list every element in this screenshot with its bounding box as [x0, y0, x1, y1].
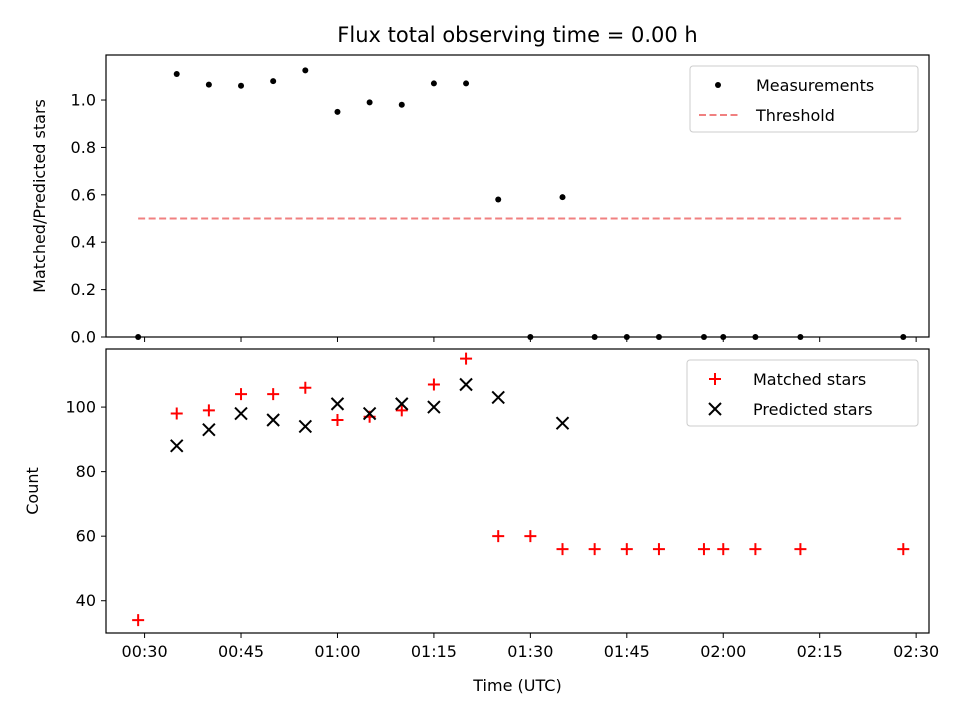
x-tick-label: 02:30 [893, 642, 939, 661]
data-point [717, 543, 730, 556]
data-point [202, 422, 216, 437]
y-tick-label: 0.6 [71, 185, 96, 204]
data-point [170, 407, 183, 420]
y-tick-label: 0.4 [71, 233, 96, 252]
data-point [334, 108, 341, 115]
legend-label: Measurements [756, 76, 874, 95]
x-tick-label: 00:45 [218, 642, 264, 661]
y-tick-label: 1.0 [71, 91, 96, 110]
y-axis-label: Count [23, 467, 42, 515]
legend-marker-plus [709, 373, 721, 385]
data-point [620, 543, 633, 556]
data-point [897, 543, 910, 556]
y-tick-label: 0.0 [71, 328, 96, 347]
legend-label: Matched stars [753, 370, 866, 389]
data-point [491, 390, 505, 405]
x-tick-label: 01:45 [604, 642, 650, 661]
data-point [524, 530, 537, 543]
data-point [330, 397, 345, 411]
plot-frame [105, 54, 930, 338]
x-tick-label: 01:00 [314, 642, 360, 661]
y-tick-label: 40 [76, 591, 96, 610]
legend-label: Predicted stars [753, 400, 873, 419]
legend: Measurements Threshold [689, 65, 919, 133]
x-tick-label: 00:30 [122, 642, 168, 661]
legend-label: Threshold [755, 106, 835, 125]
y-tick-label: 100 [65, 398, 96, 417]
data-point [132, 614, 145, 627]
data-point [235, 388, 248, 401]
data-point [270, 78, 277, 85]
legend-box [689, 65, 919, 133]
data-point [266, 413, 280, 427]
data-point [202, 404, 215, 417]
x-tick-label: 01:15 [411, 642, 457, 661]
data-point [267, 388, 280, 401]
legend: Matched stars Predicted stars [686, 359, 919, 427]
y-tick-label: 60 [76, 527, 96, 546]
data-point [460, 352, 473, 365]
x-axis-label: Time (UTC) [472, 676, 561, 695]
data-point [205, 81, 212, 88]
data-point [302, 67, 309, 74]
series-matched-stars [132, 352, 910, 627]
data-point [366, 99, 373, 106]
data-point [170, 439, 184, 453]
data-point [395, 404, 408, 417]
legend-marker-x [708, 402, 722, 416]
x-tick-label: 01:30 [507, 642, 553, 661]
data-point [652, 543, 665, 556]
series-predicted-stars [170, 377, 570, 453]
data-point [395, 397, 409, 411]
data-point [298, 419, 313, 434]
data-point [299, 381, 312, 394]
data-point [234, 406, 248, 421]
data-point [555, 416, 570, 430]
data-point [556, 543, 569, 556]
data-point [430, 80, 437, 87]
data-point [238, 82, 245, 89]
data-point [463, 80, 470, 87]
data-point [559, 194, 566, 201]
y-axis-label: Matched/Predicted stars [30, 99, 49, 293]
data-point [794, 543, 807, 556]
plot-frame [105, 348, 930, 634]
x-tick-label: 02:00 [700, 642, 746, 661]
data-point [362, 406, 377, 421]
data-point [459, 377, 473, 392]
data-point [173, 70, 180, 77]
data-point [588, 543, 601, 556]
data-point [331, 414, 344, 426]
y-tick-label: 0.2 [71, 280, 96, 299]
chart-title: Flux total observing time = 0.00 h [337, 23, 697, 47]
panel-1: 0.0 0.2 0.4 0.6 0.8 1.0 Matched/Predicted star… [30, 54, 930, 347]
x-tick-label: 02:15 [797, 642, 843, 661]
y-tick-label: 80 [76, 462, 96, 481]
data-point [427, 400, 441, 414]
data-point [398, 101, 405, 108]
legend-box [686, 359, 919, 427]
panel-2: 40 60 80 100 00:30 00:45 01:00 01:15 01:30 01:45 0… [23, 348, 939, 695]
y-tick-label: 0.8 [71, 138, 96, 157]
data-point [495, 196, 502, 203]
legend-marker-dot [715, 82, 721, 88]
data-point [749, 543, 762, 556]
data-point [492, 530, 505, 543]
data-point [427, 378, 440, 391]
data-point [697, 543, 710, 556]
